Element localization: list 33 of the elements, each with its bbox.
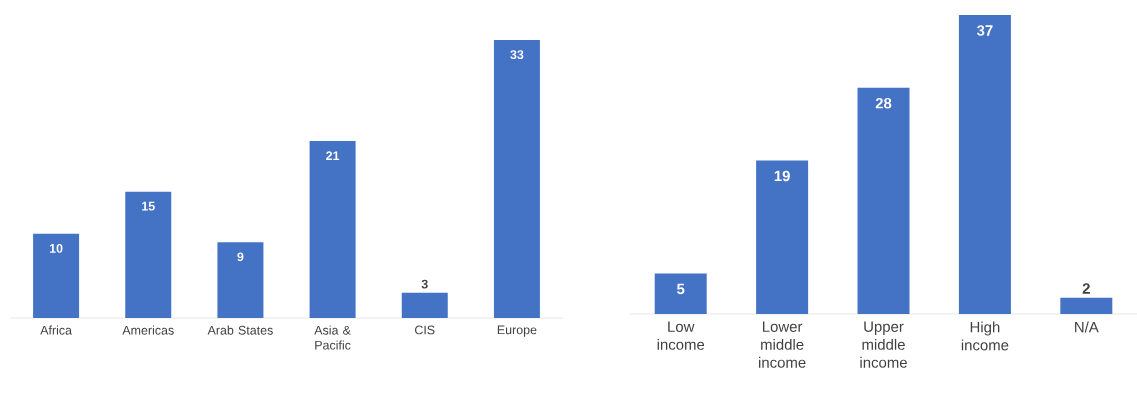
x-tick-label: High income: [961, 321, 1009, 351]
data-label: 28: [875, 97, 892, 109]
x-tick-label: N/A: [1075, 321, 1099, 333]
x-tick-label: Upper middle income: [860, 321, 907, 368]
data-label: 21: [326, 151, 340, 160]
x-tick-label: Americas: [122, 325, 174, 335]
data-label: 37: [976, 25, 993, 36]
bar: [756, 160, 809, 314]
x-tick-label: CIS: [415, 325, 435, 335]
bar: [654, 273, 707, 314]
x-tick-label: Low income: [657, 321, 705, 350]
data-label: 5: [677, 283, 685, 295]
bar: [857, 87, 910, 314]
x-tick-label: Europe: [497, 325, 537, 337]
bar: [493, 40, 540, 318]
bar: [1060, 297, 1113, 314]
bar: [309, 141, 356, 318]
bar: [958, 15, 1011, 314]
data-label: 15: [142, 201, 155, 211]
data-label: 9: [237, 252, 244, 262]
x-tick-label: Africa: [40, 325, 72, 335]
bar: [125, 191, 172, 318]
data-label: 33: [510, 50, 524, 60]
bar: [33, 233, 80, 318]
bar: [401, 292, 448, 318]
data-label: 2: [1082, 283, 1090, 294]
x-tick-label: Asia & Pacific: [314, 325, 351, 350]
bar: [217, 242, 264, 318]
x-tick-label: Arab States: [207, 325, 273, 335]
data-label: 10: [49, 243, 63, 253]
data-label: 19: [774, 170, 790, 182]
data-label: 3: [421, 279, 428, 289]
x-tick-label: Lower middle income: [759, 321, 806, 368]
